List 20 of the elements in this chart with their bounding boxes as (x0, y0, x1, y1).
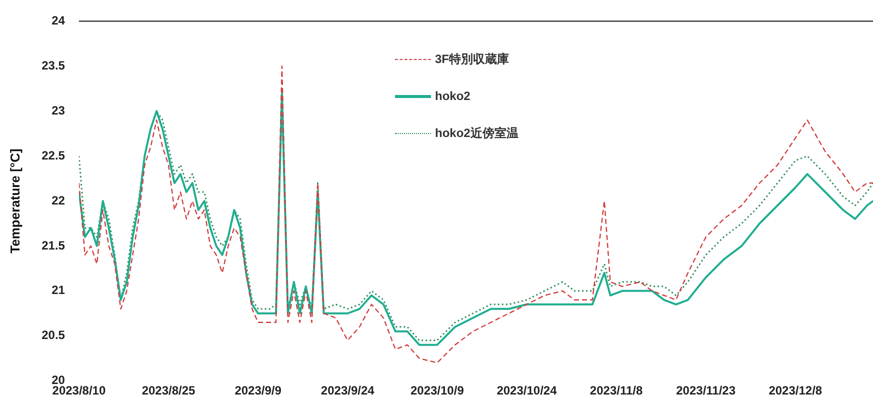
y-tick-label: 20.5 (42, 328, 66, 342)
y-tick-label: 21 (52, 283, 66, 298)
y-tick-label: 23.5 (42, 58, 66, 72)
y-tick-label: 21.5 (42, 238, 66, 252)
legend-label: hoko2近傍室温 (435, 124, 518, 142)
y-axis-title: Temperature [°C] (7, 148, 22, 254)
y-tick-label: 23 (52, 103, 66, 118)
y-tick-label: 24 (52, 14, 66, 28)
x-tick-label: 2023/9/9 (234, 383, 282, 398)
legend-label: hoko2 (435, 89, 470, 103)
x-tick-label: 2023/8/25 (142, 383, 196, 398)
x-tick-label: 2023/9/24 (320, 383, 375, 398)
legend-label: 3F特別収蔵庫 (435, 50, 510, 68)
x-tick-label: 2023/12/8 (768, 383, 822, 398)
y-tick-label: 22.5 (42, 148, 66, 162)
x-tick-label: 2023/10/24 (496, 383, 558, 398)
y-tick-label: 22 (52, 193, 66, 208)
x-tick-label: 2023/11/23 (676, 383, 736, 398)
x-tick-label: 2023/10/9 (410, 383, 464, 398)
x-tick-label: 2023/11/8 (590, 383, 643, 398)
